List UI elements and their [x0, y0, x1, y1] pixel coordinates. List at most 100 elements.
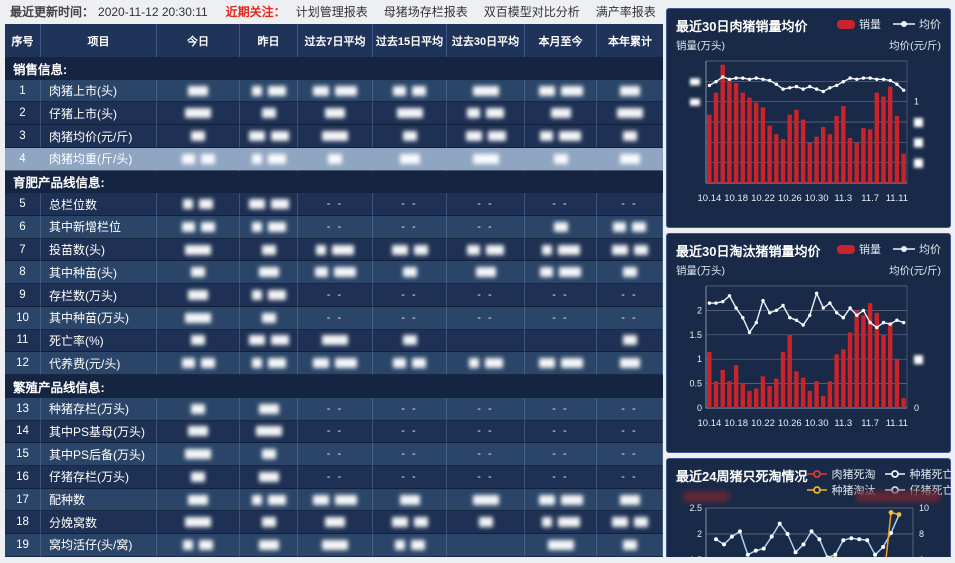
header-cell-5: 过去7日平均 — [298, 24, 373, 57]
table-row[interactable]: 19 窝均活仔(头/窝) — [5, 534, 663, 557]
report-link-2[interactable]: 母猪场存栏报表 — [383, 5, 468, 19]
table-body: 销售信息: 1 肉猪上市(头) 2 仔猪上市(头) 3 肉猪均价(元/斤) 4 肉猪均重(斤/头… — [5, 57, 663, 557]
no-data-dashes: - - — [401, 220, 418, 233]
table-row[interactable]: 3 肉猪均价(元/斤) — [5, 125, 663, 148]
redacted-value — [200, 153, 215, 164]
svg-text:11.11: 11.11 — [886, 193, 908, 204]
header-cell-2: 项目 — [41, 24, 157, 57]
table-row[interactable]: 15 其中PS后备(万头) - - - - - - - - - - — [5, 443, 663, 466]
redacted-value — [619, 494, 640, 505]
row-item-label: 肉猪均价(元/斤) — [41, 125, 157, 148]
topbar: 最近更新时间： 2020-11-12 20:30:11 近期关注： 计划管理报表… — [10, 0, 672, 23]
legend-item-均价[interactable]: 均价 — [893, 16, 941, 32]
right-axis-label: 均价(元/斤) — [889, 40, 941, 52]
table-row[interactable]: 7 投苗数(头) — [5, 238, 663, 262]
redacted-value — [559, 267, 581, 278]
redacted-value — [199, 199, 213, 210]
data-cell: - - — [525, 443, 597, 466]
data-cell — [240, 79, 298, 103]
redacted-value — [258, 403, 279, 414]
section-row: 育肥产品线信息: — [5, 170, 663, 194]
table-row[interactable]: 13 种猪存栏(万头) - - - - - - - - - - — [5, 397, 663, 421]
table-row[interactable]: 4 肉猪均重(斤/头) — [5, 147, 663, 171]
redacted-value — [261, 244, 276, 255]
section-label: 销售信息: — [13, 62, 68, 77]
no-data-dashes: - - — [477, 311, 494, 324]
redacted-value — [335, 358, 357, 369]
data-cell — [157, 488, 240, 512]
table-row[interactable]: 5 总栏位数 - - - - - - - - - - — [5, 193, 663, 217]
row-item-label: 其中新增栏位 — [41, 216, 157, 239]
legend-item-销量[interactable]: 销量 — [837, 241, 881, 257]
data-cell — [240, 216, 298, 239]
left-axis-label: 销量(万头) — [676, 40, 725, 52]
legend-item-种猪死亡[interactable]: 种猪死亡 — [885, 466, 951, 482]
data-cell — [447, 125, 525, 148]
table-row[interactable]: 14 其中PS基母(万头) - - - - - - - - - - — [5, 420, 663, 444]
header-cell-3: 今日 — [157, 24, 240, 57]
no-data-dashes: - - — [401, 448, 418, 461]
chart-svg: 2.5 2 1.5 10 8 6 — [689, 503, 929, 557]
redacted-value — [255, 426, 282, 437]
svg-text:1.5: 1.5 — [689, 330, 702, 340]
svg-text:10.18: 10.18 — [724, 193, 748, 204]
legend-item-均价[interactable]: 均价 — [893, 241, 941, 257]
redacted-value — [251, 221, 262, 232]
no-data-dashes: - - — [477, 402, 494, 415]
redacted-value — [251, 358, 262, 369]
table-row[interactable]: 6 其中新增栏位 - - - - - - — [5, 216, 663, 239]
row-index: 4 — [5, 147, 41, 171]
data-cell: - - — [373, 465, 447, 489]
redacted-value — [413, 244, 428, 255]
data-cell: - - — [525, 420, 597, 444]
row-index: 17 — [5, 488, 41, 512]
data-cell — [525, 329, 597, 353]
svg-text:10.14: 10.14 — [698, 193, 722, 204]
line-dot-swatch-icon — [893, 21, 915, 27]
header-cell-8: 本月至今 — [525, 24, 597, 57]
data-cell — [157, 284, 240, 307]
data-cell: - - — [298, 284, 373, 307]
table-row[interactable]: 10 其中种苗(万头) - - - - - - - - - - — [5, 306, 663, 330]
table-row[interactable]: 18 分娩窝数 — [5, 511, 663, 535]
svg-text:10.14: 10.14 — [698, 418, 722, 429]
data-cell — [157, 261, 240, 285]
data-cell — [447, 147, 525, 171]
table-row[interactable]: 17 配种数 — [5, 488, 663, 512]
table-row[interactable]: 8 其中种苗(头) — [5, 261, 663, 285]
report-link-1[interactable]: 计划管理报表 — [295, 5, 368, 19]
table-row[interactable]: 9 存栏数(万头) - - - - - - - - - - — [5, 284, 663, 307]
table-row[interactable]: 2 仔猪上市(头) — [5, 102, 663, 126]
no-data-dashes: - - — [621, 470, 638, 483]
data-cell — [447, 534, 525, 557]
redacted-value — [261, 312, 276, 323]
redacted-value — [559, 131, 581, 142]
data-cell — [525, 488, 597, 512]
redacted-value — [465, 131, 482, 142]
table-row[interactable]: 1 肉猪上市(头) — [5, 79, 663, 103]
svg-text:10.22: 10.22 — [751, 418, 775, 429]
redacted-value — [402, 335, 417, 346]
table-row[interactable]: 11 死亡率(%) — [5, 329, 663, 353]
data-cell — [373, 511, 447, 535]
data-cell: - - — [298, 465, 373, 489]
data-cell: - - — [373, 284, 447, 307]
redacted-value — [475, 267, 496, 278]
no-data-dashes: - - — [401, 289, 418, 302]
redacted-value — [611, 244, 628, 255]
table-row[interactable]: 12 代养费(元/头) — [5, 352, 663, 376]
legend-item-肉猪死淘[interactable]: 肉猪死淘 — [807, 466, 875, 482]
table-row[interactable]: 16 仔猪存栏(万头) - - - - - - - - - - — [5, 465, 663, 489]
report-link-4[interactable]: 满产率报表 — [595, 5, 656, 19]
redacted-value — [188, 290, 208, 301]
legend-item-销量[interactable]: 销量 — [837, 16, 881, 32]
redacted-value — [560, 358, 583, 369]
report-link-3[interactable]: 双百模型对比分析 — [483, 5, 580, 19]
data-cell — [525, 534, 597, 557]
svg-text:0: 0 — [697, 403, 702, 413]
redacted-value — [541, 517, 552, 528]
redacted-value — [547, 539, 574, 550]
redacted-value — [557, 244, 580, 255]
row-index: 18 — [5, 511, 41, 535]
data-cell: - - — [298, 306, 373, 330]
